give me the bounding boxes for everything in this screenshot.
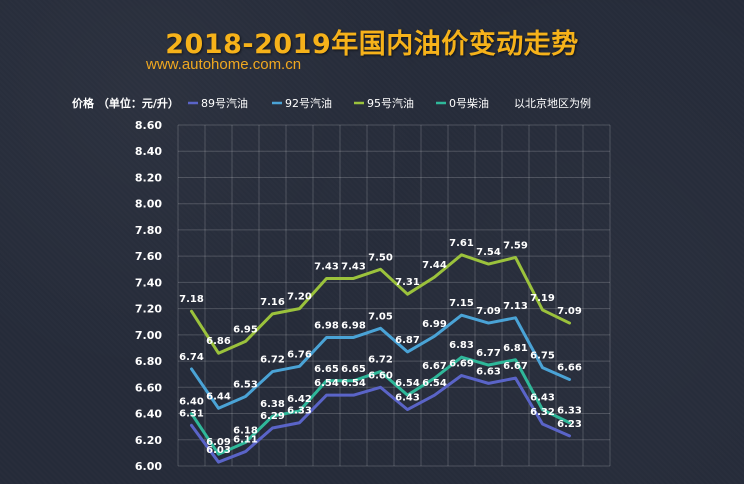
data-label: 6.83 xyxy=(449,340,474,351)
data-label: 6.69 xyxy=(449,359,474,370)
series-line xyxy=(190,313,571,410)
y-tick-label: 6.80 xyxy=(135,355,162,368)
data-label: 6.75 xyxy=(530,351,555,362)
site-url: www.autohome.com.cn xyxy=(146,56,302,73)
data-label: 6.31 xyxy=(179,408,204,419)
data-label: 6.77 xyxy=(476,348,501,359)
data-label: 6.63 xyxy=(476,366,501,377)
y-tick-label: 7.60 xyxy=(135,250,162,263)
data-label: 6.44 xyxy=(206,391,231,402)
data-label: 6.95 xyxy=(233,324,258,335)
data-label: 7.18 xyxy=(179,294,204,305)
data-label: 6.43 xyxy=(530,393,555,404)
data-label: 6.54 xyxy=(422,378,447,389)
data-label: 6.54 xyxy=(341,378,366,389)
data-label: 6.40 xyxy=(179,397,204,408)
data-label: 6.74 xyxy=(179,352,204,363)
data-label: 7.09 xyxy=(557,306,582,317)
data-label: 7.15 xyxy=(449,298,474,309)
y-tick-label: 6.40 xyxy=(135,408,162,421)
data-label: 6.72 xyxy=(368,355,393,366)
legend-note: 以北京地区为例 xyxy=(514,96,591,110)
y-tick-label: 6.20 xyxy=(135,434,162,447)
data-label: 6.99 xyxy=(422,319,447,330)
y-axis-label: 价格 （单位：元/升） xyxy=(72,96,179,110)
data-label: 7.13 xyxy=(503,301,528,312)
data-label: 7.05 xyxy=(368,311,393,322)
data-label: 6.98 xyxy=(314,320,339,331)
series-line xyxy=(190,355,571,456)
data-label: 7.19 xyxy=(530,293,555,304)
data-label: 6.42 xyxy=(287,394,312,405)
data-label: 6.65 xyxy=(314,364,339,375)
y-tick-label: 7.00 xyxy=(135,329,162,342)
y-tick-label: 8.40 xyxy=(135,145,162,158)
data-label: 6.11 xyxy=(233,435,258,446)
data-label: 6.86 xyxy=(206,336,231,347)
data-label: 7.54 xyxy=(476,247,501,258)
data-label: 7.43 xyxy=(341,261,366,272)
y-tick-label: 8.20 xyxy=(135,171,162,184)
data-label: 6.66 xyxy=(557,362,582,373)
data-label: 7.43 xyxy=(314,261,339,272)
data-label: 6.87 xyxy=(395,335,420,346)
data-label: 6.98 xyxy=(341,320,366,331)
data-label: 6.03 xyxy=(206,445,231,456)
data-label: 6.65 xyxy=(341,364,366,375)
legend-label: 92号汽油 xyxy=(285,96,332,110)
data-label: 7.09 xyxy=(476,306,501,317)
data-label: 7.61 xyxy=(449,238,474,249)
data-label: 7.16 xyxy=(260,297,285,308)
data-label: 6.38 xyxy=(260,399,285,410)
series-line xyxy=(190,253,571,355)
y-tick-label: 8.60 xyxy=(135,119,162,132)
legend-label: 0号柴油 xyxy=(449,96,489,110)
y-tick-label: 6.60 xyxy=(135,381,162,394)
y-tick-label: 7.40 xyxy=(135,276,162,289)
y-tick-label: 7.20 xyxy=(135,303,162,316)
data-label: 6.33 xyxy=(287,406,312,417)
data-label: 6.23 xyxy=(557,419,582,430)
y-tick-label: 7.80 xyxy=(135,224,162,237)
data-label: 6.81 xyxy=(503,343,528,354)
data-label: 7.31 xyxy=(395,277,420,288)
chart-title: 2018-2019年国内油价变动走势 xyxy=(165,29,579,60)
data-label: 6.43 xyxy=(395,393,420,404)
data-label: 6.76 xyxy=(287,349,312,360)
data-label: 6.18 xyxy=(233,425,258,436)
data-label: 7.50 xyxy=(368,252,393,263)
data-label: 6.53 xyxy=(233,379,258,390)
data-label: 6.32 xyxy=(530,407,555,418)
data-label: 6.33 xyxy=(557,406,582,417)
data-label: 6.29 xyxy=(260,411,285,422)
data-label: 7.20 xyxy=(287,292,312,303)
data-label: 6.72 xyxy=(260,355,285,366)
legend-label: 89号汽油 xyxy=(201,96,248,110)
data-label: 7.59 xyxy=(503,240,528,251)
data-label: 6.67 xyxy=(422,361,447,372)
data-label: 6.54 xyxy=(395,378,420,389)
data-label: 7.44 xyxy=(422,260,447,271)
y-tick-label: 8.00 xyxy=(135,198,162,211)
y-tick-label: 6.00 xyxy=(135,460,162,473)
legend-label: 95号汽油 xyxy=(367,96,414,110)
data-label: 6.67 xyxy=(503,361,528,372)
data-label: 6.54 xyxy=(314,378,339,389)
data-label: 6.09 xyxy=(206,437,231,448)
data-label: 6.60 xyxy=(368,370,393,381)
series-line xyxy=(190,374,571,464)
